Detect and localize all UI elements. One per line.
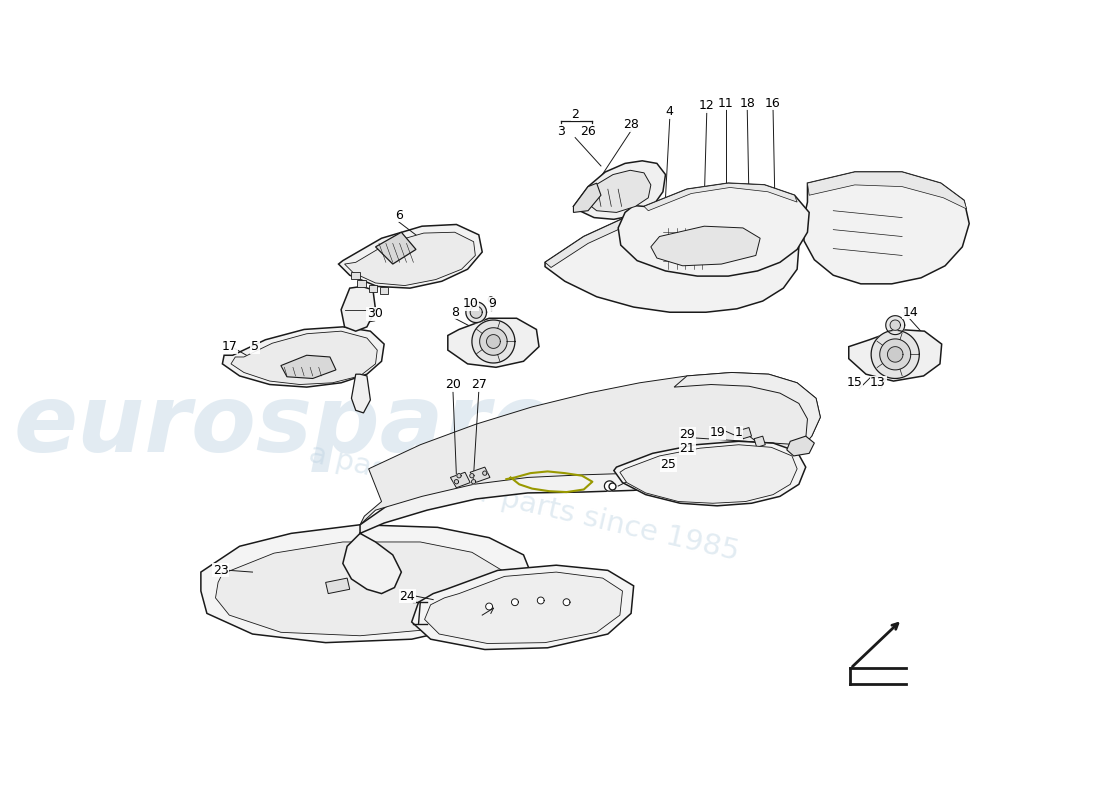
Polygon shape (573, 183, 601, 213)
Text: 5: 5 (251, 340, 260, 353)
Polygon shape (620, 445, 798, 503)
Polygon shape (358, 281, 366, 287)
Polygon shape (411, 565, 634, 650)
Polygon shape (472, 479, 476, 484)
Text: 9: 9 (487, 297, 496, 310)
Polygon shape (871, 330, 920, 378)
Polygon shape (216, 542, 508, 636)
Text: 21: 21 (679, 442, 695, 454)
Polygon shape (425, 572, 623, 643)
Polygon shape (486, 603, 493, 610)
Polygon shape (807, 172, 967, 209)
Polygon shape (379, 287, 388, 294)
Polygon shape (674, 373, 821, 452)
Text: 15: 15 (847, 376, 862, 390)
Text: 29: 29 (679, 428, 695, 441)
Polygon shape (480, 328, 507, 355)
Text: 23: 23 (212, 564, 229, 577)
Polygon shape (472, 320, 515, 363)
Text: 25: 25 (660, 458, 676, 471)
Polygon shape (448, 318, 539, 367)
Polygon shape (614, 442, 805, 506)
Polygon shape (454, 479, 459, 484)
Polygon shape (786, 436, 814, 456)
Polygon shape (339, 225, 482, 288)
Polygon shape (456, 474, 461, 478)
Polygon shape (341, 286, 375, 331)
Text: 4: 4 (666, 106, 673, 118)
Polygon shape (343, 393, 810, 594)
Text: a passion for parts since 1985: a passion for parts since 1985 (306, 440, 741, 566)
Text: 17: 17 (221, 340, 238, 353)
Polygon shape (231, 331, 377, 385)
Polygon shape (886, 316, 904, 334)
Text: 18: 18 (739, 97, 756, 110)
Polygon shape (803, 172, 969, 284)
Text: 3: 3 (557, 125, 564, 138)
Polygon shape (880, 339, 911, 370)
Text: 6: 6 (395, 209, 403, 222)
Polygon shape (512, 598, 518, 606)
Polygon shape (888, 346, 903, 362)
Text: 11: 11 (718, 97, 734, 110)
Text: 30: 30 (366, 307, 383, 321)
Polygon shape (644, 183, 798, 210)
Polygon shape (470, 467, 490, 482)
Polygon shape (351, 374, 371, 413)
Text: 27: 27 (471, 378, 486, 391)
Polygon shape (604, 481, 615, 491)
Text: 8: 8 (451, 306, 459, 318)
Text: 2: 2 (571, 108, 579, 121)
Polygon shape (563, 598, 570, 606)
Polygon shape (483, 471, 487, 475)
Polygon shape (368, 285, 377, 291)
Polygon shape (849, 330, 942, 381)
Text: 26: 26 (580, 125, 596, 138)
Polygon shape (466, 302, 486, 322)
Text: 1: 1 (735, 426, 743, 439)
Polygon shape (470, 306, 482, 318)
Polygon shape (344, 232, 475, 286)
Text: 12: 12 (698, 99, 715, 112)
Polygon shape (222, 327, 384, 387)
Polygon shape (740, 427, 751, 438)
Polygon shape (450, 472, 470, 488)
Polygon shape (544, 202, 799, 312)
Polygon shape (755, 436, 766, 447)
Text: 14: 14 (903, 306, 918, 318)
Polygon shape (470, 474, 474, 478)
Text: 16: 16 (766, 97, 781, 110)
Text: 28: 28 (623, 118, 639, 131)
Polygon shape (544, 202, 792, 267)
Polygon shape (201, 525, 532, 642)
Polygon shape (651, 226, 760, 266)
Polygon shape (486, 334, 500, 348)
Text: 13: 13 (870, 376, 886, 390)
Polygon shape (890, 320, 901, 330)
Text: 20: 20 (446, 378, 461, 391)
Polygon shape (488, 297, 494, 302)
Polygon shape (584, 170, 651, 213)
Polygon shape (618, 183, 810, 276)
Polygon shape (326, 578, 350, 594)
Polygon shape (537, 597, 544, 604)
Polygon shape (360, 373, 821, 525)
Text: 24: 24 (399, 590, 415, 602)
Text: 19: 19 (710, 426, 725, 439)
Polygon shape (375, 232, 416, 264)
Text: eurospares: eurospares (14, 380, 612, 472)
Polygon shape (573, 161, 666, 219)
Text: 10: 10 (462, 297, 478, 310)
Polygon shape (280, 355, 336, 378)
Polygon shape (351, 272, 360, 278)
